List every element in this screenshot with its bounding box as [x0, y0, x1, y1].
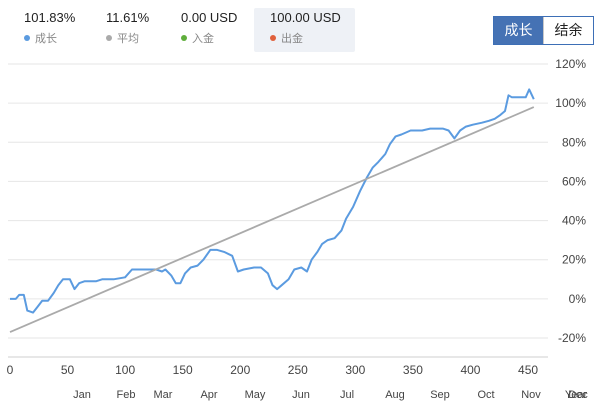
stat-growth: 101.83% 成长 [24, 8, 84, 52]
withdrawal-legend-dot-icon [270, 35, 276, 41]
month-label: Apr [200, 389, 217, 401]
y-tick-label: 120% [555, 57, 586, 71]
month-label: Feb [117, 389, 136, 401]
month-label: Jan [73, 389, 91, 401]
month-label: Aug [385, 389, 405, 401]
x-tick-label: 400 [460, 363, 480, 377]
stat-deposit-label: 入金 [192, 33, 214, 45]
stat-withdrawal-value: 100.00 USD [270, 10, 341, 25]
x-tick-label: 450 [518, 363, 538, 377]
x-tick-label: 150 [173, 363, 193, 377]
month-label: Sep [430, 389, 450, 401]
stat-withdrawal-label: 出金 [281, 33, 303, 45]
stat-withdrawal-label-wrap: 出金 [270, 30, 303, 46]
month-label: Dec [568, 389, 588, 401]
month-label: Mar [154, 389, 173, 401]
y-tick-label: 20% [562, 253, 586, 267]
balance-toggle-button[interactable]: 结余 [543, 17, 593, 44]
deposit-legend-dot-icon [181, 35, 187, 41]
stat-average-label-wrap: 平均 [106, 30, 139, 46]
x-tick-label: 200 [230, 363, 250, 377]
stat-growth-value: 101.83% [24, 10, 76, 25]
chart-mode-toggle: 成长 结余 [493, 16, 594, 45]
stat-growth-label: 成长 [35, 33, 57, 45]
average-series-line [9, 106, 535, 333]
stat-average-value: 11.61% [106, 10, 150, 25]
x-tick-label: 0 [7, 363, 14, 377]
y-tick-label: 80% [562, 135, 586, 149]
month-label: Oct [477, 389, 494, 401]
stat-deposit-value: 0.00 USD [181, 10, 238, 25]
growth-legend-dot-icon [24, 35, 30, 41]
y-tick-label: 0% [569, 292, 587, 306]
year-label: Year [565, 389, 588, 401]
stats-bar: 101.83% 成长 11.61% 平均 0.00 USD 入金 100.00 … [0, 8, 370, 52]
growth-toggle-button[interactable]: 成长 [494, 17, 543, 44]
stat-deposit: 0.00 USD 入金 [181, 8, 251, 52]
month-label: Jul [340, 389, 354, 401]
average-legend-dot-icon [106, 35, 112, 41]
month-label: Nov [521, 389, 541, 401]
growth-series-line [10, 88, 535, 314]
stat-withdrawal[interactable]: 100.00 USD 出金 [254, 8, 355, 52]
x-tick-label: 250 [288, 363, 308, 377]
y-tick-label: -20% [558, 331, 586, 345]
x-tick-label: 100 [115, 363, 135, 377]
month-label: Jun [292, 389, 310, 401]
stat-growth-label-wrap: 成长 [24, 30, 57, 46]
y-tick-label: 60% [562, 174, 586, 188]
stat-average: 11.61% 平均 [106, 8, 166, 52]
stat-average-label: 平均 [117, 33, 139, 45]
month-label: May [245, 389, 266, 401]
x-tick-label: 50 [61, 363, 75, 377]
y-tick-label: 40% [562, 214, 586, 228]
x-tick-label: 350 [403, 363, 423, 377]
x-tick-label: 300 [345, 363, 365, 377]
y-tick-label: 100% [555, 96, 586, 110]
stat-deposit-label-wrap: 入金 [181, 30, 214, 46]
